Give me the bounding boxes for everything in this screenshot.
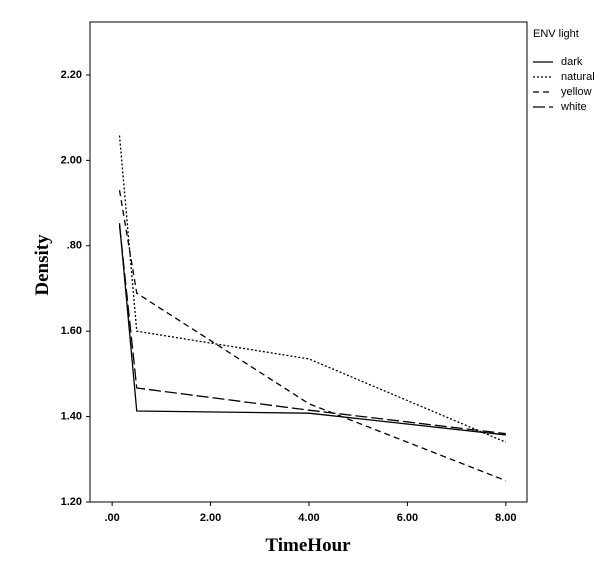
x-axis-title: TimeHour	[265, 535, 351, 556]
x-tick-label: 2.00	[200, 512, 221, 524]
y-axis-title: Density	[32, 234, 53, 296]
y-tick-label: 1.20	[61, 496, 82, 508]
series-line	[118, 223, 506, 436]
x-tick-label: 4.00	[298, 512, 319, 524]
series-line	[118, 135, 507, 443]
x-tick-label: .00	[104, 512, 119, 524]
y-tick-label: .80	[67, 240, 82, 252]
y-tick-label: 2.00	[61, 154, 82, 166]
series-line	[118, 190, 507, 482]
legend-label: white	[560, 101, 587, 113]
y-tick-label: 2.20	[61, 69, 82, 81]
x-tick-label: 6.00	[397, 512, 418, 524]
legend-label: natural	[561, 71, 595, 83]
legend-label: yellow	[561, 86, 592, 98]
x-tick-label: 8.00	[495, 512, 516, 524]
series-line	[118, 225, 506, 435]
legend-title: ENV light	[533, 28, 579, 40]
legend-label: dark	[561, 56, 583, 68]
y-tick-label: 1.60	[61, 325, 82, 337]
y-tick-label: 1.40	[61, 410, 82, 422]
